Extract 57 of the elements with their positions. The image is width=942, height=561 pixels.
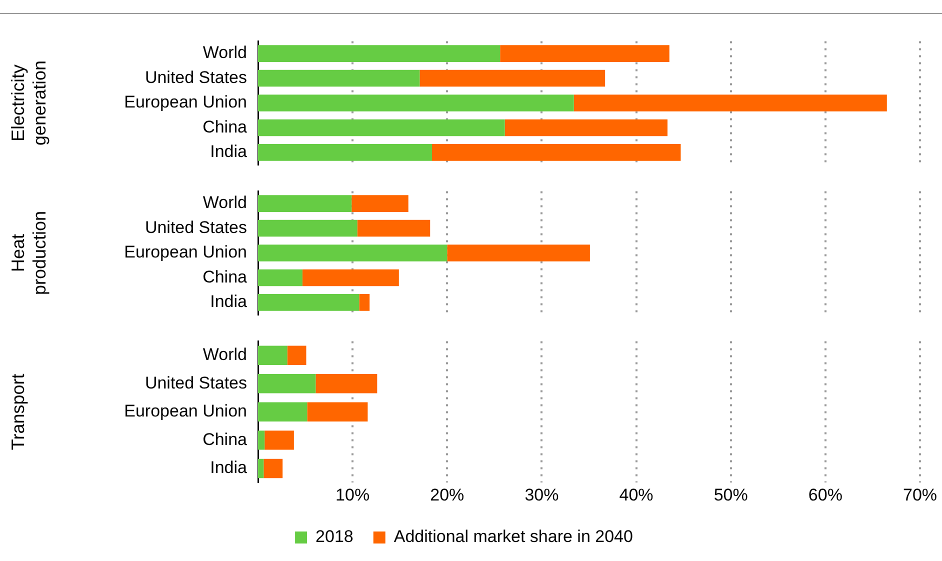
bar — [432, 144, 681, 161]
x-tick-label: 50% — [714, 485, 748, 504]
y-axis-title: Electricity generation — [8, 60, 50, 146]
bar — [316, 374, 378, 394]
y-tick-label: United States — [144, 218, 247, 237]
y-tick-label: India — [210, 292, 248, 312]
bar — [264, 430, 294, 450]
bar — [258, 374, 316, 394]
x-tick-label: 70% — [902, 485, 938, 504]
bar — [287, 346, 306, 365]
y-tick-label: China — [202, 117, 248, 136]
bar — [258, 94, 574, 112]
x-tick-label: 20% — [430, 485, 464, 504]
y-tick-label: India — [210, 142, 248, 162]
bar — [258, 220, 358, 237]
y-tick-label: World — [202, 345, 247, 364]
bar — [258, 144, 432, 161]
bar — [258, 119, 505, 136]
y-tick-label: United States — [144, 373, 247, 392]
legend-label: 2018 — [316, 527, 354, 546]
x-tick-label: 60% — [808, 485, 842, 504]
bar — [357, 220, 430, 237]
y-tick-label: United States — [144, 68, 247, 87]
bar — [504, 119, 668, 136]
bar — [302, 269, 399, 286]
y-tick-label: European Union — [124, 242, 247, 262]
bar — [258, 70, 420, 87]
bar — [258, 430, 265, 450]
bar — [258, 346, 288, 365]
bar — [264, 458, 283, 478]
bar — [258, 195, 352, 212]
x-tick-label: 40% — [619, 485, 654, 504]
legend-label: Additional market share in 2040 — [394, 527, 633, 546]
y-tick-label: India — [210, 458, 248, 478]
bar — [359, 294, 370, 311]
y-tick-label: European Union — [124, 92, 247, 112]
bar — [352, 195, 408, 212]
y-axis-title: Heat production — [8, 210, 50, 296]
bar — [500, 45, 670, 62]
y-tick-label: China — [202, 430, 248, 449]
bar — [420, 70, 606, 87]
bar — [447, 244, 590, 262]
y-tick-label: World — [202, 43, 247, 62]
bar — [258, 244, 448, 262]
bar — [258, 402, 308, 422]
bar — [574, 94, 887, 112]
y-tick-label: World — [202, 193, 247, 212]
bar — [307, 402, 368, 422]
bar — [258, 45, 500, 62]
y-tick-label: China — [202, 267, 248, 286]
x-tick-label: 30% — [524, 485, 559, 504]
bar — [258, 269, 302, 286]
y-axis-title: Transport — [8, 374, 28, 450]
y-tick-label: European Union — [124, 402, 247, 421]
bar — [258, 458, 264, 478]
x-tick-label: 10% — [336, 485, 370, 504]
bar — [258, 294, 360, 311]
